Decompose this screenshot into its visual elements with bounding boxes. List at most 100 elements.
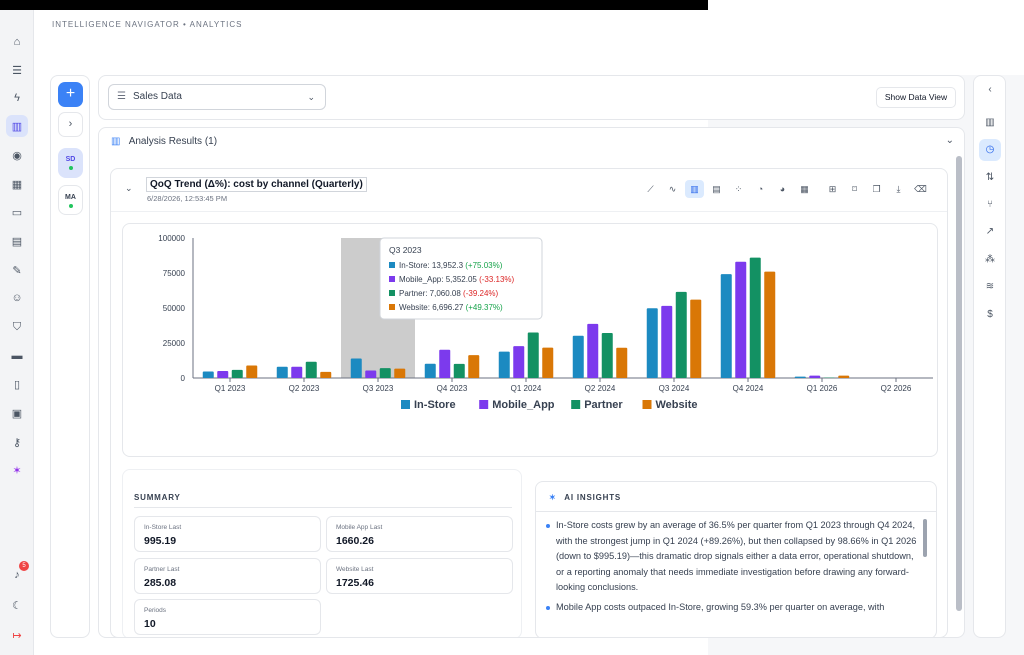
grid-icon[interactable]: ⊞ — [828, 184, 837, 194]
status-dot — [68, 204, 73, 208]
tooltip-row: Mobile_App: 5,352.05 (-33.13%) — [399, 275, 515, 284]
sparkle-icon[interactable]: ✶ — [12, 464, 22, 477]
shield-icon[interactable]: ⛉ — [12, 320, 22, 333]
dollar-icon[interactable]: $ — [987, 309, 993, 320]
chevron-down-icon: ⌄ — [307, 92, 315, 102]
wave-chart-icon[interactable]: ∿ — [668, 184, 677, 194]
copy-icon[interactable]: ❐ — [872, 184, 881, 194]
results-title: Analysis Results (1) — [128, 136, 218, 147]
logout-icon[interactable]: ↦ — [12, 629, 22, 642]
new-session-button[interactable]: + — [58, 82, 83, 107]
tooltip-swatch — [389, 304, 395, 310]
database-icon[interactable]: ☰ — [12, 64, 22, 77]
results-scrollbar[interactable] — [956, 156, 962, 611]
session-sd[interactable]: SD — [58, 148, 83, 178]
table-icon[interactable]: ▦ — [800, 184, 809, 194]
stat-card: Partner Last 285.08 — [134, 558, 321, 594]
bar-in-store — [794, 376, 806, 378]
bar-in-store — [424, 363, 436, 378]
bar-partner — [527, 332, 539, 378]
stat-value: 995.19 — [144, 535, 177, 547]
card-timestamp: 6/28/2026, 12:53:45 PM — [147, 194, 228, 203]
chart-icon[interactable]: ▥ — [6, 115, 28, 137]
status-dot — [68, 166, 73, 170]
session-ma[interactable]: MA — [58, 185, 83, 215]
legend-swatch — [642, 400, 652, 409]
bar-chart[interactable]: 0 25000 50000 75000 100000 Q1 2023 Q2 2023 Q3 2… — [123, 224, 939, 458]
analysis-results: ▥ Analysis Results (1) ⌄ ⌄ QoQ Trend (Δ%… — [98, 127, 965, 638]
show-data-view-button[interactable]: Show Data View — [876, 87, 956, 108]
legend-label: Website — [656, 399, 698, 411]
monitor-icon[interactable]: ▭ — [11, 206, 23, 219]
home-icon[interactable]: ⌂ — [13, 36, 21, 48]
moon-icon[interactable]: ☾ — [12, 599, 22, 612]
pie-chart-icon[interactable]: ◔ — [757, 184, 764, 194]
lock-icon[interactable]: ▣ — [11, 407, 23, 420]
users-icon[interactable]: ☺ — [11, 292, 23, 304]
session-label: MA — [65, 194, 76, 201]
bar-mobile-app — [661, 305, 673, 378]
data-source-select[interactable]: ☰ Sales Data ⌄ — [108, 84, 326, 110]
bar-website — [690, 299, 702, 378]
right-toolbar: ‹ ▥ ◷ ⇅ ⑂ ↗ ⁂ ≋ $ — [973, 75, 1006, 638]
eye-icon[interactable]: ◉ — [12, 149, 22, 162]
data-source-value: Sales Data — [133, 91, 182, 102]
bar-mobile-app — [587, 323, 599, 378]
tag-icon[interactable]: ✎ — [12, 264, 22, 277]
insights-scrollbar[interactable] — [923, 519, 927, 557]
expand-sessions-button[interactable]: › — [58, 112, 83, 137]
trash-icon[interactable]: ⌫ — [914, 184, 927, 194]
chevron-left-icon[interactable]: ‹ — [988, 84, 992, 95]
trend-icon[interactable]: ↗ — [985, 226, 995, 237]
scatter-chart-icon[interactable]: ⁘ — [734, 184, 743, 194]
stat-label: Periods — [144, 607, 167, 614]
stat-label: In-Store Last — [144, 524, 182, 531]
chevron-down-icon[interactable]: ⌄ — [945, 135, 954, 146]
session-panel: + › SD MA — [50, 75, 90, 638]
bullet — [546, 524, 550, 528]
tooltip-swatch — [389, 290, 395, 296]
clock-icon[interactable]: ◷ — [979, 139, 1001, 161]
bell-icon[interactable]: ♪ 5 — [6, 561, 29, 586]
download-icon[interactable]: ⤓ — [896, 184, 901, 194]
legend-label: In-Store — [414, 399, 456, 411]
x-tick-label: Q4 2023 — [437, 384, 468, 393]
bar-mobile-app — [291, 366, 303, 378]
bookmark-icon[interactable]: ⌑ — [852, 184, 857, 194]
layers-icon[interactable]: ≋ — [985, 281, 995, 292]
bar-chart-icon[interactable]: ▥ — [985, 117, 995, 128]
scroll-thumb[interactable] — [956, 156, 962, 611]
document-icon[interactable]: ▤ — [11, 235, 23, 248]
stat-label: Website Last — [336, 566, 374, 573]
y-tick-label: 50000 — [163, 304, 186, 313]
bar-partner — [453, 363, 465, 378]
sort-icon[interactable]: ⇅ — [985, 172, 995, 183]
cluster-icon[interactable]: ⁂ — [985, 254, 995, 265]
tooltip-delta: (+75.03%) — [465, 261, 502, 270]
book-icon[interactable]: ▯ — [13, 378, 21, 391]
tooltip-label: Website: 6,696.27 — [399, 303, 466, 312]
card-title[interactable]: QoQ Trend (Δ%): cost by channel (Quarter… — [146, 177, 367, 192]
results-header[interactable]: ▥ Analysis Results (1) — [111, 136, 217, 147]
legend-label: Partner — [584, 399, 623, 411]
insight-text: In-Store costs grew by an average of 36.… — [556, 520, 917, 592]
breadcrumb: INTELLIGENCE NAVIGATOR • ANALYTICS — [52, 20, 243, 29]
divider — [536, 511, 936, 512]
key-icon[interactable]: ⚷ — [12, 436, 22, 449]
sparkle-icon: ✶ — [549, 493, 557, 502]
bolt-icon[interactable]: ϟ — [14, 92, 20, 104]
bar-website — [616, 347, 628, 378]
branch-icon[interactable]: ⑂ — [987, 199, 993, 210]
stat-value: 285.08 — [144, 577, 177, 589]
line-chart-icon[interactable]: ⟋ — [647, 184, 654, 194]
bar-chart-icon: ▥ — [111, 136, 121, 147]
grid-icon[interactable]: ▦ — [11, 178, 23, 191]
donut-chart-icon[interactable]: ◕ — [779, 184, 786, 194]
card-icon[interactable]: ▬ — [11, 350, 23, 362]
bottom-panels: SUMMARY In-Store Last 995.19 Mobile App … — [122, 469, 938, 637]
insight-text: Mobile App costs outpaced In-Store, grow… — [556, 601, 885, 612]
stacked-bar-icon[interactable]: ▤ — [712, 184, 721, 194]
notification-badge: 5 — [19, 561, 29, 571]
bar-chart-icon[interactable]: ▥ — [685, 180, 704, 198]
chevron-down-icon[interactable]: ⌄ — [125, 183, 133, 193]
